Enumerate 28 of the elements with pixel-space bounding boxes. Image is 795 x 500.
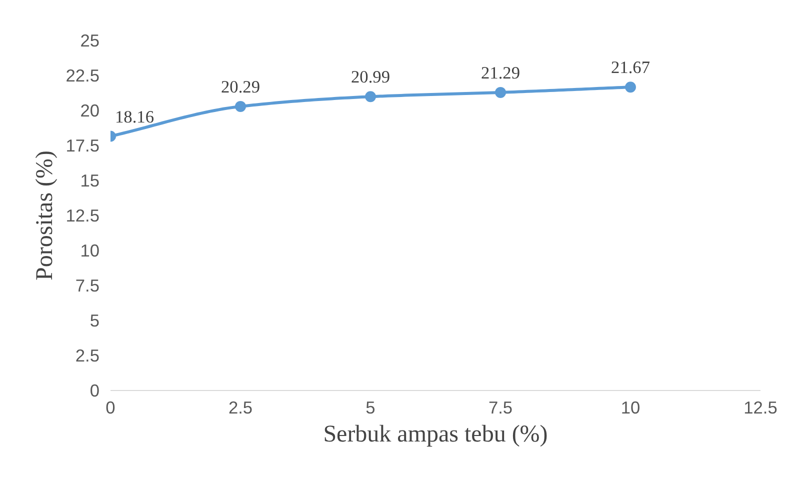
point bbox=[365, 91, 376, 102]
y-tick-label: 10 bbox=[80, 240, 100, 260]
y-tick-label: 7.5 bbox=[75, 276, 100, 296]
y-tick-label: 15 bbox=[80, 170, 100, 190]
data-label: 20.99 bbox=[351, 68, 390, 87]
x-tick-label: 12.5 bbox=[744, 398, 778, 418]
y-tick-label: 17.5 bbox=[66, 136, 100, 156]
data-label: 20.29 bbox=[221, 77, 260, 96]
x-tick-label: 2.5 bbox=[228, 398, 253, 418]
y-tick-label: 5 bbox=[90, 310, 100, 330]
y-tick-label: 20 bbox=[80, 100, 100, 120]
x-tick-label: 10 bbox=[620, 398, 640, 418]
data-label: 18.16 bbox=[115, 107, 154, 126]
x-tick-label: 0 bbox=[106, 398, 116, 418]
y-tick-label: 12.5 bbox=[66, 206, 100, 226]
point bbox=[235, 100, 246, 112]
data-label: 21.29 bbox=[481, 63, 520, 82]
data-label: 21.67 bbox=[611, 58, 650, 78]
y-tick-label: 22.5 bbox=[66, 66, 100, 86]
y-axis-title: Porositas (%) bbox=[32, 150, 58, 280]
x-tick-label: 7.5 bbox=[488, 398, 513, 418]
x-tick-label: 5 bbox=[366, 398, 376, 418]
point bbox=[495, 86, 506, 98]
y-tick-label: 0 bbox=[90, 380, 100, 400]
y-tick-label: 25 bbox=[80, 30, 100, 50]
y-tick-label: 2.5 bbox=[75, 346, 100, 366]
x-axis-title: Serbuk ampas tebu (%) bbox=[323, 422, 548, 448]
point bbox=[625, 82, 636, 93]
